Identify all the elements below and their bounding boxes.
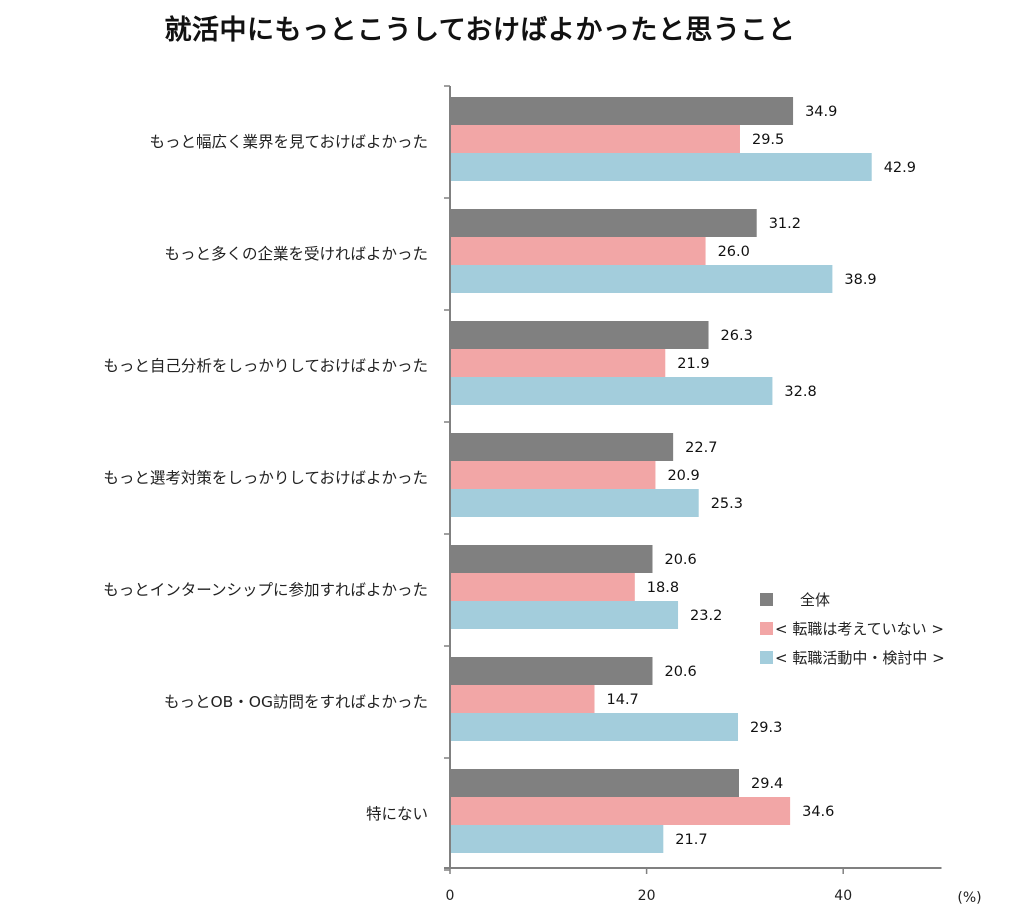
bar xyxy=(451,489,699,517)
value-label: 32.8 xyxy=(784,384,816,400)
bar xyxy=(451,601,679,629)
value-label: 20.6 xyxy=(664,552,696,568)
value-label: 38.9 xyxy=(844,272,876,288)
value-label: 31.2 xyxy=(769,216,801,232)
value-label: 34.9 xyxy=(805,104,837,120)
legend-label: < 転職活動中・検討中 > xyxy=(775,649,945,667)
value-label: 20.9 xyxy=(667,468,699,484)
category-label: もっと多くの企業を受ければよかった xyxy=(164,245,428,263)
bar xyxy=(451,825,664,853)
legend-swatch xyxy=(760,651,773,664)
bar xyxy=(451,97,794,125)
category-label: もっと選考対策をしっかりしておけばよかった xyxy=(103,469,428,487)
bar xyxy=(451,769,740,797)
value-label: 23.2 xyxy=(690,608,722,624)
bar xyxy=(451,153,872,181)
value-label: 18.8 xyxy=(647,580,679,596)
bar xyxy=(451,573,635,601)
legend-label: 全体 xyxy=(800,591,830,609)
category-label: 特にない xyxy=(366,805,428,823)
legend-swatch xyxy=(760,622,773,635)
bar xyxy=(451,349,666,377)
bar xyxy=(451,377,773,405)
x-tick-label: 0 xyxy=(446,888,455,904)
x-tick-label: 20 xyxy=(638,888,656,904)
category-label: もっと自己分析をしっかりしておけばよかった xyxy=(103,357,428,375)
chart-title: 就活中にもっとこうしておけばよかったと思うこと xyxy=(164,15,796,46)
bar xyxy=(451,713,739,741)
value-label: 34.6 xyxy=(802,804,834,820)
value-label: 25.3 xyxy=(711,496,743,512)
x-axis-unit-label: (%) xyxy=(957,890,981,906)
bar xyxy=(451,237,706,265)
bar xyxy=(451,797,791,825)
value-label: 26.3 xyxy=(721,328,753,344)
bar xyxy=(451,657,653,685)
bar xyxy=(451,461,656,489)
category-label: もっとインターンシップに参加すればよかった xyxy=(103,581,428,599)
value-label: 42.9 xyxy=(884,160,916,176)
bar xyxy=(451,545,653,573)
x-tick-label: 40 xyxy=(834,888,852,904)
bar xyxy=(451,685,595,713)
value-label: 29.3 xyxy=(750,720,782,736)
value-label: 29.4 xyxy=(751,776,783,792)
value-label: 29.5 xyxy=(752,132,784,148)
value-label: 21.9 xyxy=(677,356,709,372)
category-label: もっと幅広く業界を見ておけばよかった xyxy=(149,133,428,151)
bar xyxy=(451,433,674,461)
category-label: もっとOB・OG訪問をすればよかった xyxy=(164,693,428,711)
bar xyxy=(451,265,833,293)
value-label: 26.0 xyxy=(718,244,750,260)
value-label: 14.7 xyxy=(607,692,639,708)
value-label: 21.7 xyxy=(675,832,707,848)
value-label: 22.7 xyxy=(685,440,717,456)
legend-label: < 転職は考えていない > xyxy=(775,620,944,638)
bar xyxy=(451,321,709,349)
legend-swatch xyxy=(760,593,773,606)
value-label: 20.6 xyxy=(664,664,696,680)
bar xyxy=(451,209,757,237)
bar xyxy=(451,125,740,153)
